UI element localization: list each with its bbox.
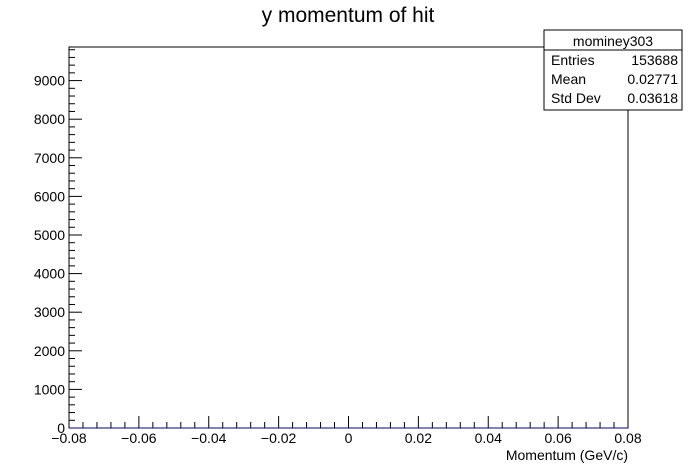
- stats-entries-value: 153688: [631, 52, 678, 68]
- x-tick-label: 0: [345, 430, 353, 446]
- x-axis: −0.08 −0.06 −0.04 −0.02 0 0.02 0.04 0.06 0.08: [51, 416, 642, 446]
- stats-entries-label: Entries: [551, 52, 595, 68]
- y-tick-label: 6000: [34, 188, 65, 204]
- x-tick-label: 0.06: [545, 430, 572, 446]
- stats-box-frame: [543, 29, 683, 111]
- y-tick-label: 3000: [34, 304, 65, 320]
- x-tick-label: −0.08: [51, 430, 87, 446]
- stats-histogram-name: mominey303: [573, 33, 653, 49]
- stats-std-label: Std Dev: [551, 90, 601, 106]
- x-tick-label: 0.08: [614, 430, 641, 446]
- y-axis: 0 1000 2000 3000 4000 5000 6000 7000 8000 9000: [34, 49, 82, 436]
- y-tick-label: 9000: [34, 73, 65, 89]
- stats-mean-value: 0.02771: [627, 71, 678, 87]
- y-tick-label: 0: [57, 420, 65, 436]
- chart-title: y momentum of hit: [262, 4, 435, 27]
- x-tick-label: −0.06: [121, 430, 157, 446]
- y-tick-label: 8000: [34, 111, 65, 127]
- x-tick-label: 0.02: [405, 430, 432, 446]
- stats-std-value: 0.03618: [627, 90, 678, 106]
- y-tick-label: 5000: [34, 227, 65, 243]
- y-tick-label: 4000: [34, 266, 65, 282]
- y-tick-label: 2000: [34, 343, 65, 359]
- stats-mean-label: Mean: [551, 71, 586, 87]
- x-tick-label: −0.04: [191, 430, 227, 446]
- y-tick-label: 7000: [34, 150, 65, 166]
- x-axis-title: Momentum (GeV/c): [506, 447, 628, 463]
- x-tick-label: −0.02: [261, 430, 297, 446]
- stats-box: mominey303 Entries 153688 Mean 0.02771 S…: [543, 29, 683, 111]
- x-tick-label: 0.04: [475, 430, 502, 446]
- y-tick-label: 1000: [34, 381, 65, 397]
